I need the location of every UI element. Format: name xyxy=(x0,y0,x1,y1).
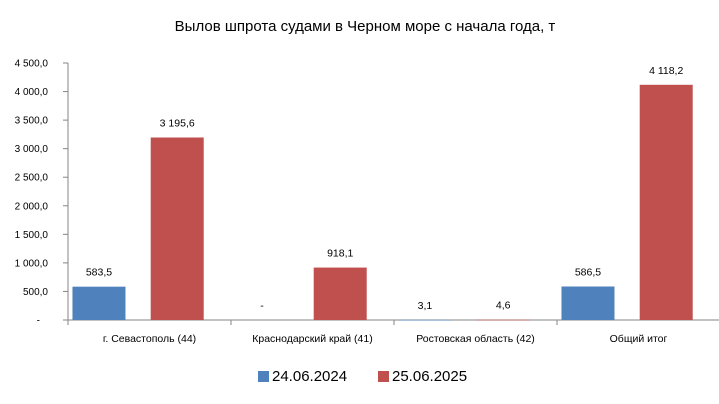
data-label: - xyxy=(260,300,264,312)
legend-swatch xyxy=(258,371,269,382)
chart-title: Вылов шпрота судами в Черном море с нача… xyxy=(175,18,556,35)
bar xyxy=(561,286,615,320)
y-tick-label: 2 000,0 xyxy=(15,201,49,212)
y-tick-label: 3 500,0 xyxy=(15,116,49,127)
data-label: 4 118,2 xyxy=(649,65,683,77)
x-category-label: г. Севастополь (44) xyxy=(103,333,196,345)
x-category-label: Общий итог xyxy=(610,333,668,345)
y-tick-label: - xyxy=(37,316,40,327)
data-label: 918,1 xyxy=(327,248,353,260)
bar xyxy=(72,286,126,320)
y-tick-label: 2 500,0 xyxy=(15,173,49,184)
x-category-label: Ростовская область (42) xyxy=(416,333,535,345)
y-tick-label: 500,0 xyxy=(23,287,48,298)
legend-label: 25.06.2025 xyxy=(392,368,467,385)
y-tick-label: 4 500,0 xyxy=(15,59,49,70)
x-category-label: Краснодарский край (41) xyxy=(252,333,372,345)
bar xyxy=(150,137,204,320)
y-tick-label: 4 000,0 xyxy=(15,87,49,98)
y-axis: - 500,0 1 000,0 1 500,0 2 000,0 2 500,0 3 000,… xyxy=(15,59,69,327)
data-label: 583,5 xyxy=(86,267,112,279)
bars xyxy=(72,84,693,321)
data-label: 4,6 xyxy=(496,300,511,312)
bar xyxy=(398,319,452,321)
data-labels: 583,5 - 3,1 586,5 3 195,6 918,1 4,6 4 118,2 xyxy=(86,65,684,312)
x-axis: г. Севастополь (44) Краснодарский край (4… xyxy=(67,319,719,345)
legend-swatch xyxy=(378,371,389,382)
y-tick-label: 1 500,0 xyxy=(15,230,49,241)
bar xyxy=(476,319,530,321)
bar xyxy=(639,84,693,320)
y-tick-label: 1 000,0 xyxy=(15,258,49,269)
data-label: 3,1 xyxy=(418,300,433,312)
data-label: 586,5 xyxy=(575,267,601,279)
legend: 24.06.2024 25.06.2025 xyxy=(258,368,467,385)
legend-label: 24.06.2024 xyxy=(272,368,347,385)
y-tick-label: 3 000,0 xyxy=(15,144,49,155)
data-label: 3 195,6 xyxy=(160,117,195,129)
bar xyxy=(313,267,367,320)
